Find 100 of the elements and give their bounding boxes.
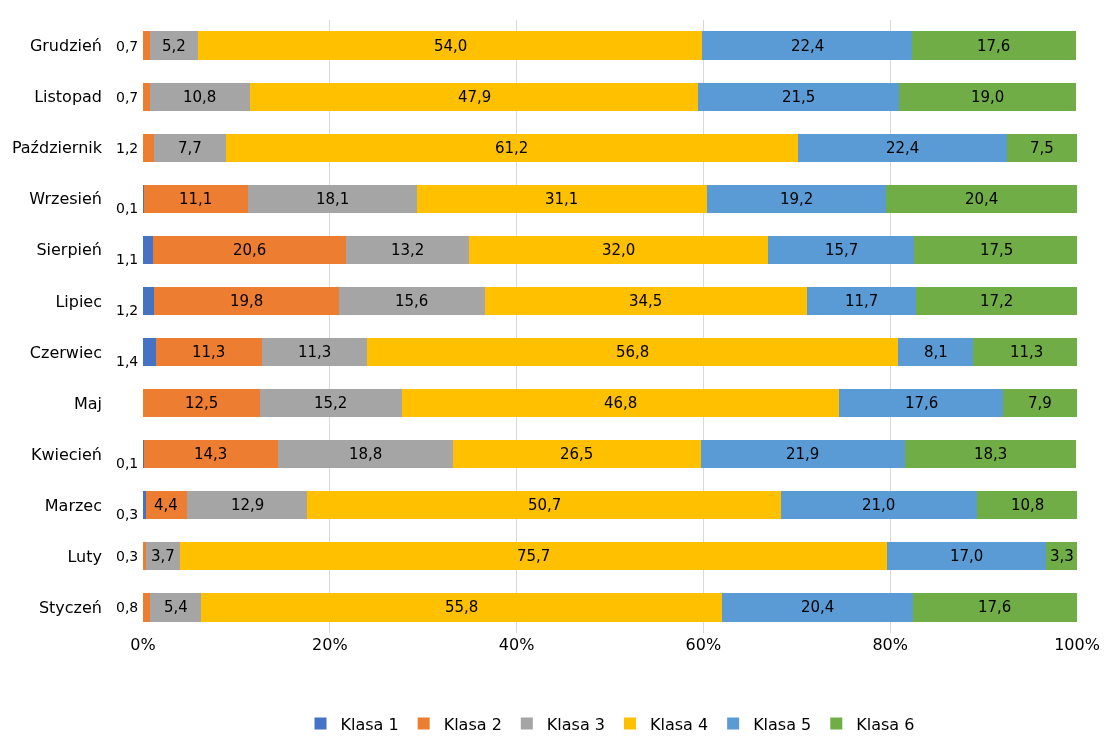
data-label: 7,5 [1030, 139, 1054, 157]
bar [143, 286, 155, 316]
bar [180, 542, 888, 571]
data-label: 19,8 [230, 292, 264, 310]
bar [767, 235, 915, 264]
y-tick-label: Luty [67, 546, 102, 566]
data-label: 13,2 [391, 241, 425, 259]
data-label: 1,4 [116, 353, 139, 369]
legend-label: Klasa 2 [443, 714, 502, 734]
bar [149, 82, 251, 111]
data-label: 0,7 [116, 89, 139, 105]
bar [886, 184, 1077, 213]
bar [247, 184, 417, 213]
legend-label: Klasa 6 [856, 714, 915, 734]
bar [156, 337, 262, 367]
bar [261, 337, 368, 367]
data-label: 21,9 [786, 445, 820, 463]
bar [401, 389, 839, 418]
bar [143, 491, 146, 520]
bar [143, 593, 151, 622]
data-label: 11,3 [298, 343, 332, 361]
data-label: 15,6 [395, 292, 429, 310]
data-label: 12,5 [185, 394, 219, 412]
bar [154, 133, 227, 162]
bar [898, 82, 1077, 111]
bar [345, 235, 469, 264]
data-label: 15,2 [314, 394, 348, 412]
x-tick-label: 0% [130, 635, 156, 654]
bar [1003, 389, 1077, 418]
bar [143, 235, 154, 264]
bar [250, 82, 698, 111]
bar [702, 31, 912, 60]
data-label: 47,9 [458, 88, 492, 106]
data-label: 4,4 [154, 496, 178, 514]
y-tick-label: Maj [73, 393, 102, 413]
bar [143, 31, 150, 60]
data-label: 0,3 [116, 506, 139, 522]
bar [339, 286, 485, 316]
bar [912, 593, 1077, 622]
data-label: 0,1 [116, 200, 139, 216]
bar [200, 593, 723, 622]
data-label: 0,7 [116, 38, 139, 54]
bar [277, 440, 454, 469]
data-label: 17,6 [978, 598, 1012, 616]
bar [143, 389, 260, 418]
data-label: 18,8 [349, 445, 383, 463]
data-label: 11,1 [179, 190, 213, 208]
bar [911, 31, 1077, 60]
bar [154, 286, 340, 316]
x-tick-label: 100% [1054, 635, 1100, 654]
data-label: 5,2 [162, 37, 186, 55]
legend-label: Klasa 4 [649, 714, 709, 734]
data-label: 5,4 [164, 598, 188, 616]
x-tick-label: 20% [312, 635, 348, 654]
data-label: 20,4 [801, 598, 835, 616]
bar [484, 286, 808, 316]
bar [143, 133, 155, 162]
bar [916, 286, 1077, 316]
data-label: 15,7 [825, 241, 859, 259]
data-label: 0,8 [116, 599, 139, 615]
bar [416, 184, 708, 213]
data-label: 3,7 [151, 547, 175, 565]
bar [468, 235, 768, 264]
data-label: 32,0 [602, 241, 636, 259]
bar [700, 440, 906, 469]
bar [887, 542, 1047, 571]
data-label: 17,6 [977, 37, 1011, 55]
bar [143, 337, 157, 367]
legend-label: Klasa 3 [546, 714, 605, 734]
y-tick-label: Kwiecień [30, 444, 102, 464]
data-label: 34,5 [629, 292, 663, 310]
data-label: 19,2 [780, 190, 814, 208]
data-label: 21,0 [862, 496, 896, 514]
bar [697, 82, 899, 111]
data-label: 8,1 [924, 343, 948, 361]
y-tick-label: Czerwiec [29, 342, 102, 362]
y-tick-label: Sierpień [36, 240, 102, 260]
bar [807, 286, 917, 316]
data-label: 61,2 [495, 139, 529, 157]
bar [1006, 133, 1077, 162]
bar [780, 491, 978, 520]
legend-label: Klasa 1 [340, 714, 399, 734]
legend-label: Klasa 5 [753, 714, 812, 734]
bar [153, 235, 346, 264]
data-label: 0,3 [116, 548, 139, 564]
data-label: 54,0 [434, 37, 468, 55]
data-label: 1,2 [116, 140, 139, 156]
data-label: 18,3 [974, 445, 1008, 463]
y-tick-label: Styczeń [38, 598, 102, 618]
data-label: 17,0 [950, 547, 984, 565]
bar [977, 491, 1077, 520]
bar [143, 440, 278, 469]
y-tick-label: Wrzesień [29, 189, 102, 209]
data-label: 56,8 [616, 343, 650, 361]
y-tick-label: Grudzień [29, 36, 102, 56]
data-label: 20,4 [965, 190, 999, 208]
bar [838, 389, 1004, 418]
data-label: 10,8 [1011, 496, 1045, 514]
data-label: 14,3 [194, 445, 228, 463]
bar [143, 82, 150, 111]
